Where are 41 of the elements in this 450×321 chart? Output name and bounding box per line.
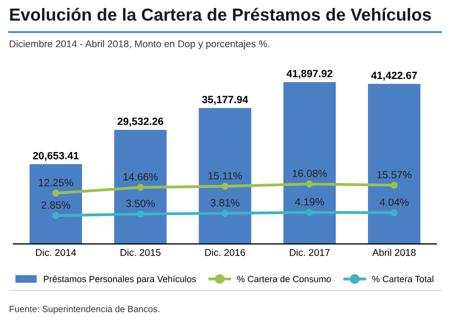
- data-label: 4.19%: [295, 198, 324, 206]
- legend-label: % Cartera Total: [372, 276, 434, 282]
- data-label: 15.57%: [377, 171, 412, 178]
- point: [306, 180, 314, 188]
- point: [390, 182, 398, 189]
- data-label: 41,422.67: [371, 72, 417, 81]
- chart-subtitle: Diciembre 2014 - Abril 2018, Monto en Dop y porcentajes %.: [10, 40, 270, 50]
- point: [222, 182, 228, 190]
- point: [136, 184, 144, 191]
- point: [390, 209, 398, 216]
- data-label: 3.81%: [210, 199, 240, 206]
- data-label: 3.50%: [126, 200, 155, 208]
- source-note: Fuente: Superintendencia de Bancos.: [10, 306, 160, 314]
- x-tick-label: Dic. 2015: [120, 248, 161, 256]
- chart-title: Evolución de la Cartera de Préstamos de Vehículos: [10, 8, 431, 21]
- bar: [30, 164, 82, 244]
- data-label: 14.66%: [124, 173, 158, 181]
- bar: [368, 84, 420, 244]
- data-label: 35,177.94: [202, 96, 248, 105]
- point: [306, 208, 314, 216]
- bar: [198, 108, 252, 244]
- x-tick-label: Dic. 2014: [36, 248, 76, 256]
- x-tick-label: Dic. 2016: [205, 248, 246, 256]
- point: [52, 212, 60, 220]
- data-label: 12.25%: [38, 178, 74, 186]
- bar: [114, 130, 167, 244]
- data-label: 29,532.26: [118, 118, 164, 127]
- data-label: 41,897.92: [286, 70, 332, 79]
- point: [136, 210, 144, 218]
- point: [52, 190, 60, 197]
- data-label: 2.85%: [42, 201, 70, 209]
- legend-label: % Cartera de Consumo: [237, 276, 331, 282]
- legend-label: Préstamos Personales para Vehículos: [44, 275, 196, 284]
- data-label: 4.04%: [380, 198, 409, 206]
- x-tick-label: Abril 2018: [372, 248, 416, 256]
- data-label: 16.08%: [292, 170, 327, 178]
- bar: [283, 82, 336, 244]
- data-label: 15.11%: [208, 172, 242, 180]
- x-tick-label: Dic. 2017: [290, 248, 330, 256]
- data-label: 20,653.41: [32, 152, 79, 161]
- point: [222, 210, 228, 217]
